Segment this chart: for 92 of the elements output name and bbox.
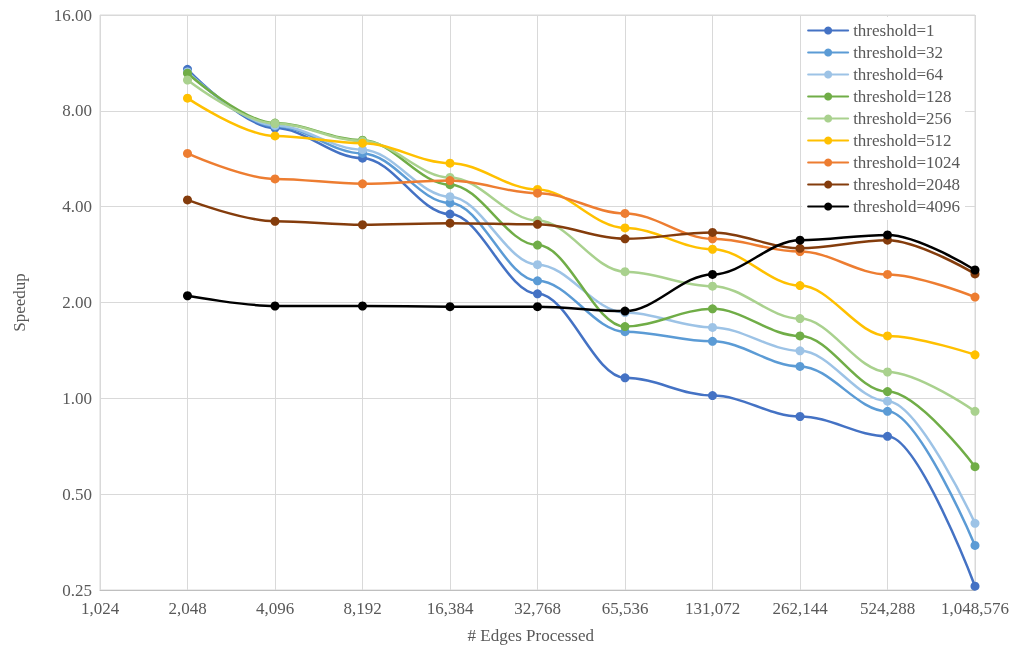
point (883, 331, 892, 341)
point (620, 234, 630, 244)
point (620, 267, 630, 277)
x-tick-label: 2,048 (168, 599, 207, 618)
x-tick-label: 8,192 (343, 599, 382, 618)
legend-label: threshold=32 (853, 43, 943, 62)
point (795, 281, 805, 291)
point (883, 387, 892, 397)
x-tick-label: 262,144 (772, 599, 829, 618)
point (795, 243, 805, 253)
point (708, 304, 717, 314)
point (970, 540, 980, 550)
y-tick-label: 8.00 (62, 101, 92, 121)
legend-label: threshold=512 (853, 131, 952, 150)
point (795, 235, 805, 245)
point (445, 192, 455, 202)
point (183, 75, 192, 85)
point (708, 227, 717, 237)
point (270, 131, 280, 141)
y-tick-label: 0.25 (62, 580, 92, 600)
point (533, 260, 542, 270)
point (358, 220, 367, 230)
point (795, 346, 805, 356)
point (183, 93, 192, 103)
x-tick-label: 16,384 (426, 599, 474, 618)
point (883, 396, 892, 406)
point (708, 322, 717, 332)
point (533, 302, 542, 312)
point (970, 462, 980, 472)
point (970, 581, 980, 591)
point (445, 209, 455, 219)
point (708, 269, 717, 279)
point (533, 240, 542, 250)
point (445, 158, 455, 168)
y-tick-label: 16.00 (53, 5, 92, 25)
point (620, 223, 630, 233)
point (970, 406, 980, 416)
y-tick-label: 4.00 (62, 197, 92, 217)
point (533, 188, 542, 198)
x-tick-label: 524,288 (859, 599, 916, 618)
point (795, 331, 805, 341)
point (270, 216, 280, 226)
point (270, 301, 280, 311)
point (183, 195, 192, 205)
point (358, 179, 367, 189)
point (795, 361, 805, 371)
x-axis-title: # Edges Processed (467, 626, 595, 645)
point (970, 350, 980, 360)
x-tick-label: 1,048,576 (941, 599, 1009, 618)
x-tick-label: 131,072 (684, 599, 741, 618)
point (795, 314, 805, 324)
legend-label: threshold=2048 (853, 175, 960, 194)
point (445, 302, 455, 312)
x-tick-label: 32,768 (514, 599, 561, 618)
point (533, 219, 542, 229)
legend-label: threshold=64 (853, 65, 944, 84)
point (883, 367, 892, 377)
point (183, 148, 192, 158)
point (620, 322, 630, 332)
legend-label: threshold=4096 (853, 197, 960, 216)
point (970, 518, 980, 528)
legend-label: threshold=256 (853, 109, 952, 128)
y-tick-label: 1.00 (62, 388, 92, 408)
point (883, 230, 892, 240)
x-tick-label: 65,536 (601, 599, 649, 618)
legend-label: threshold=1 (853, 21, 935, 40)
y-axis-title: Speedup (10, 273, 29, 332)
x-tick-label: 1,024 (80, 599, 120, 618)
point (620, 208, 630, 218)
point (795, 411, 805, 421)
point (620, 373, 630, 383)
point (883, 406, 892, 416)
point (970, 292, 980, 302)
legend-label: threshold=128 (853, 87, 952, 106)
point (883, 431, 892, 441)
point (708, 244, 717, 254)
point (970, 265, 980, 275)
point (445, 218, 455, 228)
point (533, 276, 542, 286)
y-tick-label: 2.00 (62, 293, 92, 312)
x-tick-label: 4,096 (255, 599, 295, 618)
y-tick-label: 0.50 (62, 484, 92, 504)
legend-label: threshold=1024 (853, 153, 961, 172)
point (708, 281, 717, 291)
point (270, 174, 280, 184)
point (358, 301, 367, 311)
point (533, 289, 542, 299)
point (183, 291, 192, 301)
point (883, 269, 892, 279)
point (708, 391, 717, 401)
point (445, 176, 455, 186)
point (708, 336, 717, 346)
